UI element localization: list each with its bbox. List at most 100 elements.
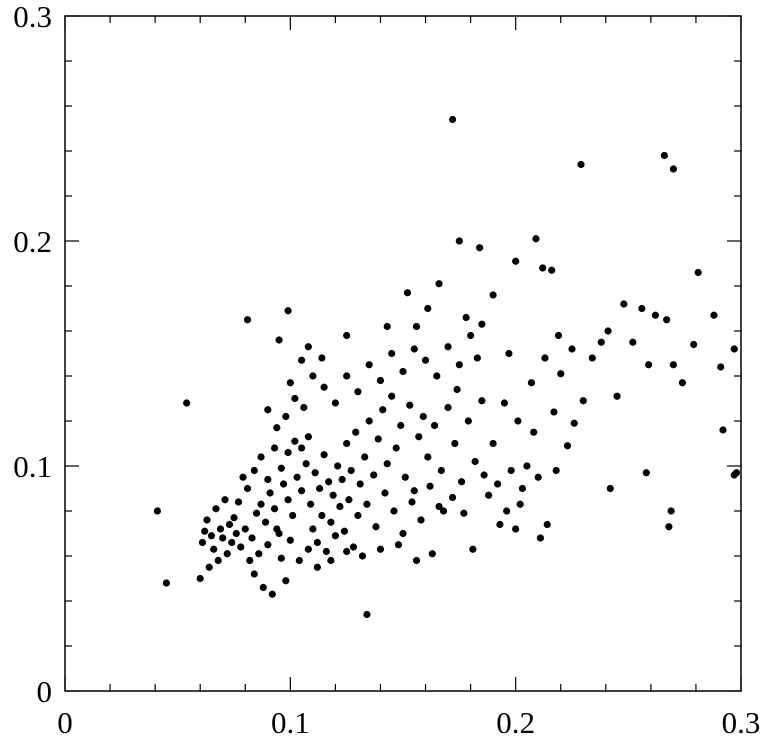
- point: [448, 115, 457, 124]
- point: [645, 361, 653, 369]
- point: [500, 399, 508, 407]
- point: [527, 379, 536, 387]
- point: [361, 453, 369, 461]
- y-tick-label: 0.3: [13, 0, 52, 34]
- point: [309, 372, 317, 380]
- y-tick-label: 0.1: [13, 449, 52, 484]
- point: [268, 590, 276, 598]
- point: [665, 523, 673, 531]
- point: [298, 356, 306, 364]
- point: [424, 304, 432, 313]
- point: [597, 338, 605, 346]
- point: [162, 579, 170, 587]
- x-tick-label: 0.1: [271, 705, 310, 740]
- point: [153, 507, 161, 515]
- point: [300, 403, 308, 412]
- point: [421, 356, 430, 364]
- point: [257, 500, 265, 508]
- point: [230, 514, 238, 522]
- point: [307, 500, 315, 508]
- point: [439, 507, 448, 515]
- point: [210, 545, 218, 553]
- point: [334, 462, 342, 470]
- point: [467, 331, 475, 340]
- point: [270, 444, 279, 452]
- point: [234, 498, 243, 506]
- point: [419, 412, 427, 421]
- point: [620, 300, 628, 308]
- point: [399, 529, 407, 538]
- point: [331, 532, 339, 540]
- point: [239, 473, 247, 481]
- point: [448, 493, 457, 502]
- point: [358, 552, 367, 560]
- point: [207, 532, 216, 540]
- point: [512, 257, 520, 265]
- point: [518, 484, 527, 493]
- point: [261, 518, 270, 526]
- point: [388, 349, 396, 358]
- point: [298, 487, 306, 495]
- point: [557, 370, 565, 378]
- point: [455, 237, 463, 245]
- point: [293, 473, 301, 481]
- point: [710, 311, 718, 319]
- point: [629, 338, 637, 346]
- x-tick-label: 0: [57, 705, 73, 740]
- point: [270, 505, 279, 513]
- point: [532, 235, 540, 243]
- point: [476, 244, 484, 252]
- point: [282, 412, 290, 421]
- point: [243, 484, 252, 493]
- point: [266, 489, 274, 497]
- point: [273, 525, 281, 533]
- point: [554, 331, 563, 340]
- point: [327, 556, 335, 565]
- point: [541, 354, 549, 362]
- point: [530, 428, 538, 436]
- point: [478, 320, 486, 328]
- point: [288, 511, 297, 520]
- point: [304, 545, 312, 553]
- point: [403, 289, 412, 297]
- point: [638, 304, 646, 313]
- point: [318, 511, 326, 520]
- point: [331, 399, 339, 407]
- point: [552, 466, 560, 475]
- point: [669, 165, 678, 173]
- point: [412, 556, 421, 565]
- point: [485, 491, 493, 499]
- point: [408, 498, 416, 506]
- point: [392, 444, 400, 452]
- point: [318, 354, 326, 362]
- point: [494, 480, 502, 488]
- point: [286, 379, 294, 387]
- point: [437, 466, 445, 475]
- point: [313, 563, 321, 571]
- point: [613, 392, 621, 400]
- point: [304, 433, 312, 441]
- point: [343, 547, 351, 556]
- point: [667, 507, 675, 515]
- point: [588, 354, 596, 362]
- point: [417, 516, 425, 524]
- point: [478, 397, 486, 405]
- point: [343, 439, 351, 448]
- point: [457, 478, 466, 486]
- point: [379, 406, 387, 414]
- point: [694, 268, 702, 277]
- point: [354, 388, 362, 396]
- point: [489, 291, 497, 299]
- point: [410, 345, 418, 353]
- x-tick-label: 0.2: [496, 705, 535, 740]
- point: [255, 550, 263, 558]
- point: [435, 280, 443, 288]
- point: [349, 543, 358, 551]
- point: [237, 543, 245, 551]
- point: [246, 556, 254, 565]
- point: [577, 160, 585, 169]
- point: [257, 453, 265, 461]
- point: [320, 451, 328, 459]
- point: [241, 525, 249, 533]
